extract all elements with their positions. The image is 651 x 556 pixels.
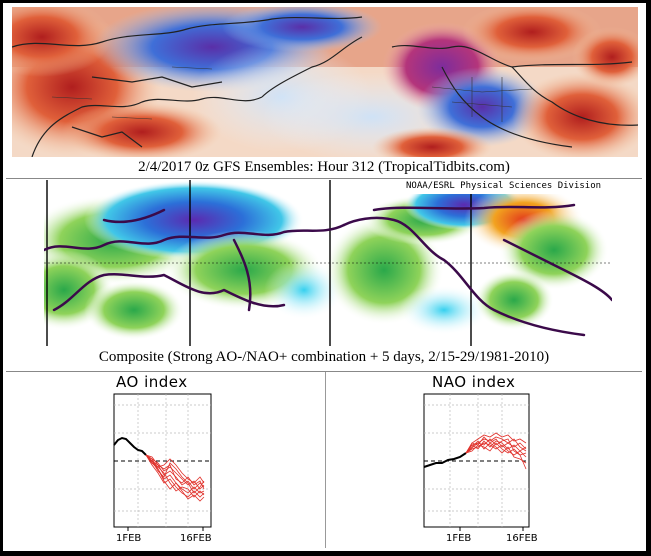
composite-map: NOAA/ESRL Physical Sciences Division <box>44 180 612 346</box>
ao-index-title: AO index <box>116 373 188 391</box>
composite-map-image <box>44 180 612 346</box>
nao-index-title: NAO index <box>432 373 516 391</box>
gfs-ensemble-caption: 2/4/2017 0z GFS Ensembles: Hour 312 (Tro… <box>138 159 510 175</box>
caption-divider-top <box>6 178 642 179</box>
ao-index-chart <box>113 393 212 531</box>
gfs-ensemble-map <box>12 7 638 157</box>
gfs-ensemble-map-image <box>12 7 638 157</box>
nao-tick-16feb: 16FEB <box>506 533 538 544</box>
composite-caption: Composite (Strong AO-/NAO+ combination +… <box>98 349 550 365</box>
ao-tick-1feb: 1FEB <box>116 533 142 544</box>
index-panel-divider <box>325 372 326 548</box>
index-panels <box>6 371 642 548</box>
composite-credit-label: NOAA/ESRL Physical Sciences Division <box>406 181 602 191</box>
nao-tick-1feb: 1FEB <box>446 533 472 544</box>
ao-tick-16feb: 16FEB <box>180 533 212 544</box>
nao-index-chart <box>423 393 530 531</box>
